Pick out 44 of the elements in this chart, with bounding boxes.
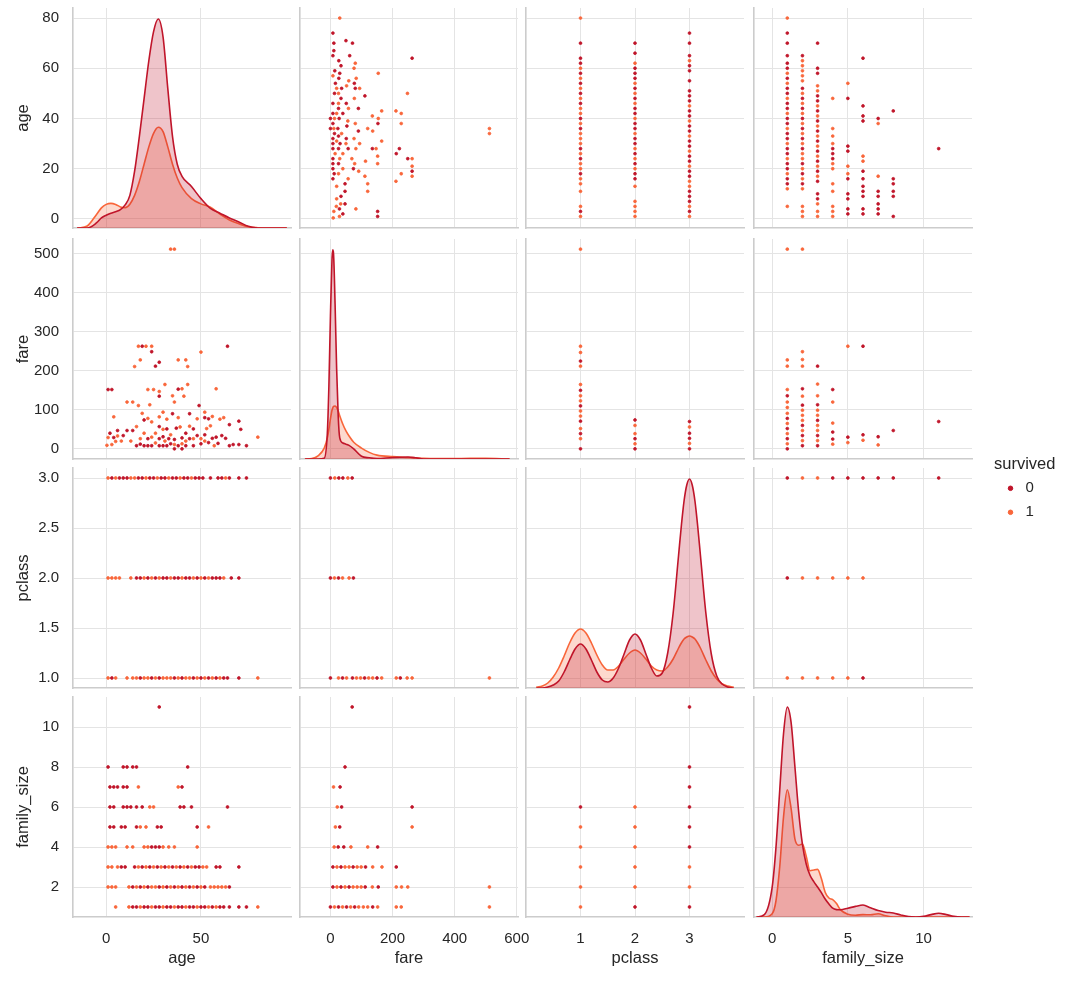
x-tick-label: 0 <box>326 929 335 947</box>
x-tick-label: 10 <box>915 929 932 947</box>
y-axis-title: family_size <box>13 766 33 848</box>
x-tick-label: 200 <box>380 929 406 947</box>
y-tick-label: 0 <box>50 209 59 227</box>
y-tick-label: 300 <box>33 321 59 339</box>
x-tick-label: 2 <box>630 929 640 947</box>
y-tick-label: 200 <box>33 360 59 378</box>
y-tick-label: 0 <box>50 439 59 456</box>
y-tick-label: 1.5 <box>38 618 59 636</box>
y-tick-label: 400 <box>33 282 59 300</box>
y-tick-label: 1.0 <box>38 668 59 686</box>
y-axis-title: fare <box>13 334 32 364</box>
y-tick-label: 20 <box>42 158 59 176</box>
y-tick-label: 6 <box>50 797 59 815</box>
y-tick-label: 40 <box>42 108 59 126</box>
x-tick-label: 1 <box>576 929 585 947</box>
y-tick-label: 100 <box>33 399 59 417</box>
x-axis-title: age <box>168 947 196 966</box>
y-tick-label: 3.0 <box>38 468 59 486</box>
y-tick-label: 500 <box>33 243 59 261</box>
y-axis-title: pclass <box>13 554 32 602</box>
legend-label: 1 <box>1025 502 1034 520</box>
y-tick-label: 80 <box>42 8 59 26</box>
x-tick-label: 50 <box>192 929 210 947</box>
x-axis-title: family_size <box>822 947 904 967</box>
x-tick-label: 0 <box>767 929 777 947</box>
y-axis-title: age <box>13 104 32 132</box>
y-tick-label: 2.0 <box>38 568 59 586</box>
y-tick-label: 10 <box>42 717 59 735</box>
x-tick-label: 0 <box>102 929 111 947</box>
x-tick-label: 3 <box>685 929 694 947</box>
y-tick-label: 60 <box>42 58 59 76</box>
x-axis-title: fare <box>394 947 424 966</box>
y-tick-label: 4 <box>50 837 59 855</box>
y-tick-label: 2.5 <box>38 518 59 536</box>
y-tick-label: 2 <box>50 877 59 895</box>
y-tick-label: 8 <box>50 757 59 775</box>
x-tick-label: 600 <box>504 929 530 947</box>
x-tick-label: 400 <box>442 929 468 947</box>
x-tick-label: 5 <box>843 929 853 947</box>
x-axis-title: pclass <box>611 947 659 966</box>
legend-label: 0 <box>1025 478 1034 496</box>
legend-title: survived <box>994 453 1056 472</box>
